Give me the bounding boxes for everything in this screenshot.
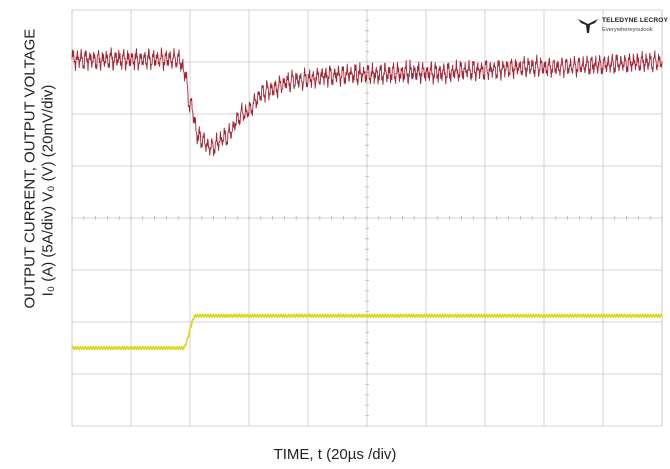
teledyne-eagle-icon: [578, 19, 598, 33]
y-axis-label-line2: I₀ (A) (5A/div) V₀ (V) (20mV/div): [39, 84, 57, 297]
logo-tagline: Everywhereyoulook: [602, 27, 653, 33]
x-axis-label: TIME, t (20µs /div): [273, 446, 397, 463]
center-axis-ticks: [71, 9, 663, 427]
traces: [71, 47, 663, 351]
logo-brand: TELEDYNE LECROY: [602, 17, 668, 24]
y-axis-label-line1: OUTPUT CURRENT, OUTPUT VOLTAGE: [21, 28, 39, 309]
output-current-trace: [71, 313, 663, 351]
output-voltage-trace: [71, 47, 663, 157]
teledyne-lecroy-logo: TELEDYNE LECROY Everywhereyoulook: [577, 16, 668, 38]
